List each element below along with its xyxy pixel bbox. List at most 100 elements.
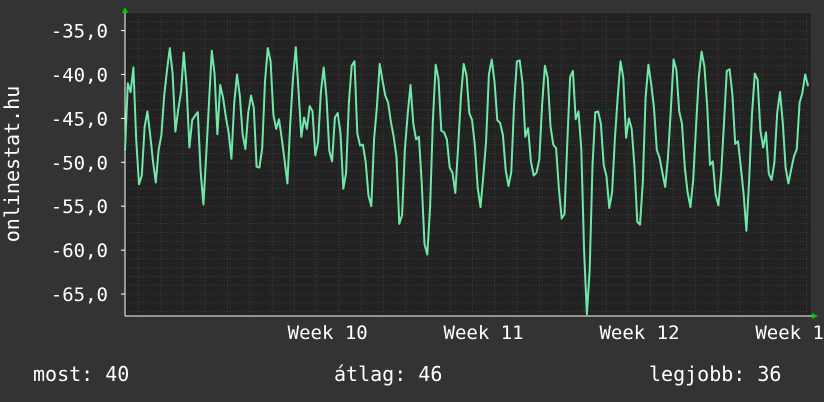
x-tick-label: Week 11 (444, 322, 524, 344)
data-point (166, 69, 168, 71)
data-point (479, 206, 482, 208)
x-tick-label: Week 12 (599, 322, 679, 344)
data-point (507, 185, 510, 187)
data-point (172, 73, 174, 75)
data-point (236, 73, 238, 76)
data-point (155, 181, 157, 184)
y-tick-label: -65,0 (51, 284, 108, 306)
data-point (278, 118, 280, 120)
data-point (163, 95, 165, 97)
major-grid (121, 13, 811, 316)
data-point (782, 122, 784, 124)
data-point (544, 65, 546, 67)
data-point (653, 107, 655, 109)
data-point (256, 166, 258, 168)
data-point (300, 136, 302, 138)
data-point (339, 132, 342, 134)
data-point (614, 138, 616, 140)
x-tick-label: Week 10 (288, 322, 368, 344)
data-point (519, 59, 521, 62)
data-point (633, 166, 636, 168)
data-point (493, 80, 496, 83)
data-point (356, 132, 358, 134)
data-point (689, 206, 692, 208)
data-point (804, 73, 806, 76)
data-point (132, 66, 134, 69)
data-point (135, 138, 137, 141)
data-point (219, 84, 221, 86)
data-point (499, 122, 501, 124)
data-point (698, 76, 700, 78)
y-axis-arrow (122, 7, 128, 13)
data-point (286, 182, 288, 184)
data-point (379, 63, 381, 65)
data-point (205, 154, 207, 156)
data-point (589, 268, 591, 271)
data-point (720, 172, 722, 174)
data-point (272, 114, 274, 116)
data-point (533, 174, 535, 177)
data-point (765, 131, 767, 133)
data-point (233, 102, 235, 105)
data-point (737, 140, 739, 142)
data-point (796, 148, 798, 150)
data-point (731, 94, 734, 96)
data-point (645, 96, 647, 98)
data-point (297, 89, 300, 91)
data-point (723, 122, 725, 124)
data-point (130, 91, 132, 93)
data-point (183, 51, 185, 54)
data-point (449, 167, 451, 169)
data-point (611, 191, 613, 193)
data-point (160, 134, 162, 136)
data-point (342, 188, 344, 190)
data-point (619, 60, 622, 62)
data-point (261, 147, 263, 149)
data-point (594, 111, 596, 113)
data-point (270, 60, 272, 62)
data-point (793, 155, 795, 157)
data-point (628, 117, 630, 119)
data-point (468, 112, 470, 114)
data-point (446, 138, 448, 141)
data-point (692, 179, 694, 181)
data-point (743, 193, 745, 195)
data-point (583, 250, 585, 252)
data-point (555, 147, 557, 149)
data-point (563, 213, 566, 215)
data-point (351, 65, 353, 67)
data-point (757, 79, 759, 81)
data-point (740, 166, 742, 168)
data-point (230, 158, 232, 160)
data-point (496, 119, 498, 121)
data-point (502, 134, 504, 136)
data-point (734, 143, 736, 145)
axes (122, 7, 818, 319)
data-point (748, 178, 750, 180)
data-point (242, 133, 244, 135)
data-point (706, 105, 708, 107)
data-point (398, 223, 400, 225)
data-point (146, 110, 148, 112)
data-point (659, 157, 661, 159)
x-tick-label: Week 13 (755, 322, 824, 344)
data-point (331, 160, 333, 162)
data-point (451, 172, 454, 174)
data-point (709, 164, 711, 166)
data-point (432, 119, 434, 121)
data-point (474, 145, 476, 147)
data-point (348, 102, 350, 104)
data-point (799, 102, 801, 104)
data-point (639, 224, 641, 226)
data-point (395, 156, 398, 158)
data-point (306, 128, 308, 130)
data-point (807, 85, 809, 87)
y-tick-label: -55,0 (51, 196, 108, 218)
data-point (471, 119, 473, 121)
data-point (577, 110, 580, 112)
data-point (547, 77, 549, 79)
data-point (144, 126, 146, 128)
data-point (569, 76, 571, 78)
data-point (751, 113, 753, 115)
data-point (695, 126, 697, 128)
